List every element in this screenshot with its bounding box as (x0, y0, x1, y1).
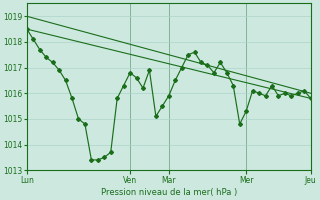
X-axis label: Pression niveau de la mer( hPa ): Pression niveau de la mer( hPa ) (101, 188, 237, 197)
